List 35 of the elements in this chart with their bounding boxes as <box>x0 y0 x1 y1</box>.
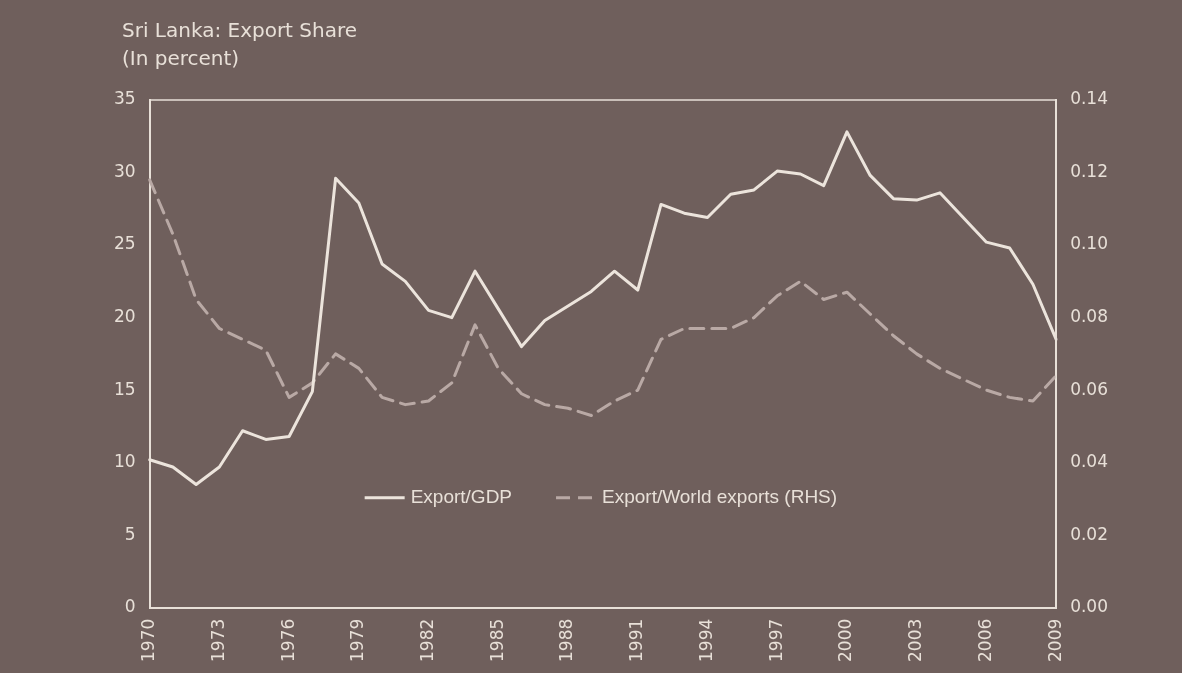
y2-tick-label: 0.00 <box>1070 596 1109 617</box>
y2-tick-label: 0.12 <box>1070 160 1109 181</box>
y2-tick-label: 0.02 <box>1070 523 1109 544</box>
y-tick-label: 15 <box>113 378 136 399</box>
x-tick-label: 1973 <box>207 618 228 662</box>
y-tick-label: 30 <box>113 160 136 181</box>
x-tick-label: 1988 <box>556 618 577 662</box>
x-tick-label: 1982 <box>416 618 437 662</box>
y2-tick-label: 0.14 <box>1070 88 1109 109</box>
y2-tick-label: 0.04 <box>1070 451 1109 472</box>
x-tick-label: 2006 <box>974 618 995 662</box>
y-tick-label: 35 <box>113 88 136 109</box>
x-tick-label: 2000 <box>835 618 856 662</box>
legend-label: Export/GDP <box>410 485 513 507</box>
x-tick-label: 1970 <box>138 618 159 662</box>
chart-subtitle: (In percent) <box>122 46 240 70</box>
y-tick-label: 20 <box>113 306 136 327</box>
y-tick-label: 0 <box>124 596 136 617</box>
y2-tick-label: 0.06 <box>1070 378 1109 399</box>
x-tick-label: 1997 <box>765 618 786 662</box>
x-tick-label: 1991 <box>626 618 647 662</box>
y-tick-label: 10 <box>113 451 136 472</box>
x-tick-label: 1979 <box>347 618 368 662</box>
x-tick-label: 1994 <box>695 618 716 662</box>
x-tick-label: 2009 <box>1044 618 1065 662</box>
legend-label: Export/World exports (RHS) <box>602 485 838 507</box>
x-tick-label: 2003 <box>905 618 926 662</box>
x-tick-label: 1985 <box>486 618 507 662</box>
line-series <box>148 178 1058 418</box>
y-tick-label: 25 <box>113 233 136 254</box>
chart-title: Sri Lanka: Export Share <box>122 18 358 42</box>
y-tick-label: 5 <box>124 523 136 544</box>
y2-tick-label: 0.08 <box>1070 306 1109 327</box>
x-tick-label: 1976 <box>277 618 298 662</box>
y2-tick-label: 0.10 <box>1070 233 1109 254</box>
